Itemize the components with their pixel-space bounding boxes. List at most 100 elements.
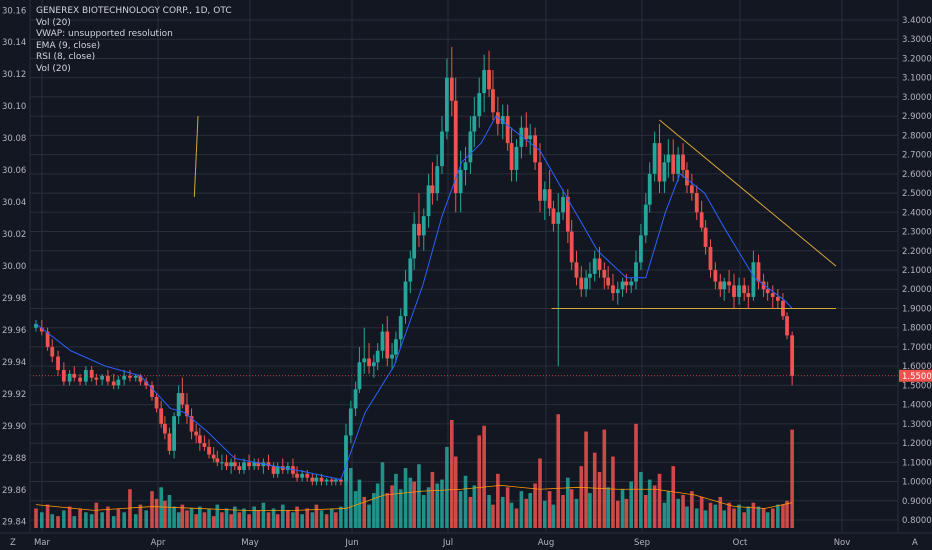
candle-body (440, 131, 444, 167)
volume-bar (463, 475, 468, 528)
candle-body (194, 431, 199, 436)
candle-body (468, 131, 473, 163)
volume-bar (40, 512, 44, 528)
volume-bar (547, 491, 552, 528)
candle-body (761, 281, 766, 290)
candle-body (45, 331, 50, 347)
candle-body (421, 216, 426, 236)
right-tick-label: 1.4000 (902, 401, 932, 411)
volume-bar (588, 493, 592, 528)
candle-body (597, 258, 602, 270)
volume-bar (412, 481, 416, 528)
volume-bar (538, 458, 542, 528)
right-tick-label: 2.6000 (902, 170, 932, 180)
time-tick-label: Sep (634, 538, 650, 548)
volume-bar (229, 514, 233, 528)
trendline-upper[interactable] (659, 119, 837, 267)
time-tick-label: Apr (151, 538, 166, 548)
right-tick-label: 3.0000 (902, 93, 932, 103)
volume-bar (727, 502, 731, 528)
candle-body (592, 258, 597, 274)
right-tick-label: 2.1000 (902, 266, 932, 276)
volume-bar (776, 504, 780, 528)
volume-bar (84, 512, 88, 528)
volume-bar (159, 487, 163, 528)
candle-body (453, 100, 458, 194)
candle-body (472, 116, 477, 132)
candle-body (94, 377, 99, 380)
candle-body (144, 381, 149, 386)
volume-bar (353, 491, 358, 528)
candle-body (229, 462, 234, 467)
volume-bar (732, 508, 736, 528)
volume-bar (138, 504, 143, 528)
volume-bar (154, 498, 159, 528)
legend-title: GENEREX BIOTECHNOLOGY CORP., 1D, OTC (36, 6, 232, 16)
candle-body (56, 356, 60, 370)
candle-body (551, 208, 556, 224)
candle-body (671, 154, 676, 174)
volume-bar (280, 504, 285, 528)
volume-bar (247, 514, 251, 528)
candle-body (666, 154, 671, 163)
candle-body (770, 293, 775, 297)
right-axis[interactable]: 3.4000 3.3000 3.2000 3.1000 3.0000 2.9000 2.80… (897, 0, 932, 533)
trend-segment[interactable] (193, 116, 199, 197)
left-tick-label: 29.90 (2, 422, 26, 432)
candle-body (727, 281, 731, 286)
volume-bar (737, 504, 741, 528)
candle-body (765, 289, 770, 294)
left-tick-label: 30.08 (2, 134, 26, 144)
left-tick-label: 29.84 (2, 518, 26, 528)
right-tick-label: 0.8000 (902, 516, 932, 526)
left-tick-label: 30.12 (2, 70, 26, 80)
volume-bar (681, 495, 685, 528)
candle-body (746, 293, 751, 297)
volume-bar (611, 456, 615, 528)
volume-bar (556, 414, 561, 528)
volume-bar (295, 506, 299, 528)
legend-indicator-vol-2[interactable]: Vol (20) (36, 63, 71, 74)
z-button[interactable]: Z (10, 538, 16, 548)
candle-body (542, 189, 547, 201)
a-button[interactable]: A (912, 538, 918, 548)
candle-body (339, 479, 343, 482)
volume-bar (584, 431, 588, 528)
left-tick-label: 29.92 (2, 390, 26, 400)
candle-body (385, 331, 390, 359)
legend-indicator-vol[interactable]: Vol (20) (36, 17, 71, 28)
volume-bar (579, 466, 584, 528)
volume-bar (472, 485, 477, 528)
candle-body (189, 416, 194, 432)
volume-bar (266, 512, 271, 528)
right-tick-label: 3.1000 (902, 74, 932, 84)
volume-bar (524, 498, 529, 528)
volume-bar (561, 495, 565, 528)
time-axis[interactable]: Mar Apr May Jun Jul Aug Sep Oct Nov (0, 532, 932, 548)
candle-body (611, 285, 615, 294)
volume-bar (790, 429, 794, 528)
price-label-bg (899, 369, 932, 382)
candle-body (138, 375, 143, 382)
candle-body (629, 281, 634, 286)
candle-body (375, 350, 380, 363)
volume-bar (458, 491, 463, 528)
volume-bar (367, 504, 371, 528)
right-tick-label: 3.2000 (902, 54, 932, 64)
candle-body (569, 231, 574, 263)
right-tick-label: 0.9000 (902, 497, 932, 507)
candle-body (681, 154, 685, 170)
drawings[interactable] (193, 116, 837, 309)
volume-bar (566, 477, 570, 528)
legend-indicator-vwap[interactable]: VWAP: unsupported resolution (36, 29, 173, 39)
volume-bar (275, 514, 280, 528)
candle-body (426, 185, 431, 217)
volume-bar (211, 516, 216, 528)
candle-body (482, 70, 487, 94)
legend-indicator-rsi[interactable]: RSI (8, close) (36, 52, 96, 62)
candle-body (197, 435, 202, 444)
legend-indicator-ema[interactable]: EMA (9, close) (36, 40, 101, 51)
candle-body (176, 393, 181, 417)
